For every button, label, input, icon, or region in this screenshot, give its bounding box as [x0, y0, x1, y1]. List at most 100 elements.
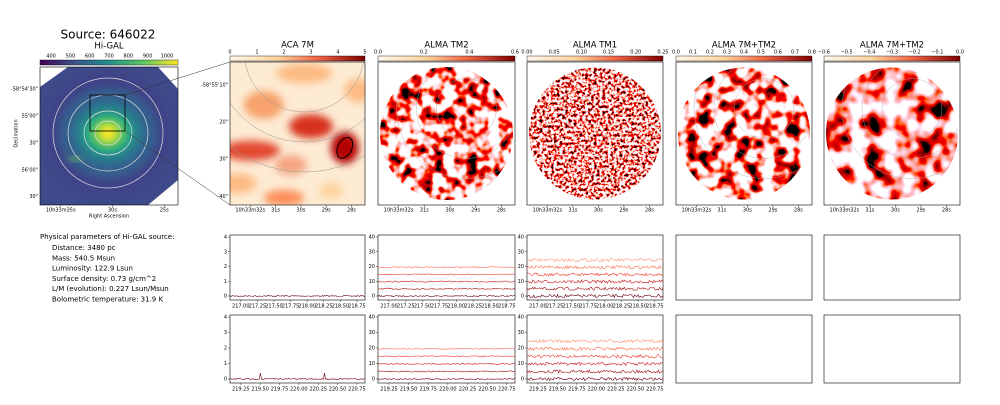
spectrum-frame	[675, 314, 813, 384]
contour	[841, 67, 958, 179]
x-tick-label: 28s	[645, 208, 654, 214]
colorbar-tick-label: 2	[282, 50, 285, 56]
x-tick-label: 10h33m32s	[830, 208, 860, 214]
x-tick-label: 218.50	[332, 304, 350, 310]
colorbar-tick-label: 800	[124, 54, 134, 60]
spectrum-trace	[526, 338, 664, 344]
contour	[713, 67, 810, 159]
x-tick-label: 217.50	[265, 304, 283, 310]
y-tick-label: 30	[518, 249, 524, 255]
colorbar-tick-label: 0.4	[465, 50, 473, 56]
map-image	[230, 62, 365, 205]
x-tick-label: 220.25	[607, 387, 625, 393]
emission	[276, 63, 333, 84]
spectrum-trace	[377, 294, 516, 297]
map-frame	[39, 66, 179, 206]
spectrum-trace	[526, 279, 664, 284]
noise	[529, 67, 661, 200]
contour	[336, 136, 354, 159]
y-tick-label: 30"	[29, 194, 38, 200]
x-tick-label: 31s	[271, 208, 280, 214]
x-tick-label: 30s	[594, 208, 603, 214]
spectrum-trace	[526, 369, 664, 374]
noise	[380, 67, 513, 200]
colorbar-tick-label: 0.0	[672, 50, 680, 56]
spectrum-frame	[823, 234, 961, 301]
colorbar-tick-label: 4	[336, 50, 339, 56]
y-tick-label: 1	[224, 279, 227, 285]
x-tick-label: 220.00	[439, 387, 457, 393]
x-tick-label: 220.00	[290, 387, 308, 393]
map-image	[40, 67, 178, 205]
y-tick-label: 0	[372, 377, 375, 383]
colorbar-tick-label: 0.7	[791, 50, 799, 56]
y-tick-label: 10	[369, 361, 375, 367]
spectrum-frame	[377, 314, 516, 384]
emission	[99, 125, 117, 141]
colorbar-tick-label: 1	[255, 50, 258, 56]
colorbar-tick-label: 3	[309, 50, 312, 56]
x-tick-label: 10h33m32s	[235, 208, 265, 214]
x-axis-label: Right Ascension	[89, 214, 129, 220]
spectrum-trace	[377, 273, 515, 276]
spectrum-frame	[675, 234, 813, 301]
contour	[584, 78, 646, 139]
map-frame	[526, 61, 664, 206]
spectrum-trace	[526, 257, 664, 263]
contour	[396, 67, 513, 179]
spectrum-trace	[526, 353, 664, 359]
x-tick-label: 28s	[497, 208, 506, 214]
x-tick-label: 30s	[108, 208, 117, 214]
spectrum-trace	[377, 355, 516, 358]
x-tick-label: 219.25	[529, 387, 547, 393]
x-tick-label: 219.25	[232, 387, 250, 393]
spectrum-trace	[526, 264, 664, 270]
y-tick-label: 20"	[219, 120, 228, 126]
colorbar-tick-label: 0.0	[956, 50, 964, 56]
y-tick-label: 40	[518, 315, 524, 321]
y-tick-label: 10	[369, 279, 375, 285]
map-frame	[675, 61, 813, 206]
colorbar-tick-label: 700	[104, 54, 114, 60]
x-tick-label: 28s	[942, 208, 951, 214]
y-tick-label: 10	[518, 279, 524, 285]
params-line: L/M (evolution): 0.227 Lsun/Msun	[52, 285, 169, 293]
colorbar-tick-label: 0.15	[603, 50, 614, 56]
colorbar-tick-label: 0.2	[420, 50, 428, 56]
colorbar-tick-label: 0.05	[549, 50, 560, 56]
colorbar-tick-label: 0.20	[630, 50, 641, 56]
x-tick-label: 219.75	[568, 387, 586, 393]
spectrum-trace	[526, 286, 664, 291]
noise	[678, 67, 810, 200]
x-tick-label: 29s	[768, 208, 777, 214]
x-tick-label: 218.75	[498, 304, 516, 310]
x-tick-label: 218.25	[464, 304, 482, 310]
spectrum-trace	[526, 272, 664, 277]
colorbar-tick-label: −0.2	[909, 50, 921, 56]
emission	[230, 140, 281, 161]
spectrum-frame	[229, 314, 366, 384]
y-tick-label: 20	[369, 264, 375, 270]
map-frame	[823, 61, 961, 206]
colorbar-tick-label: 0.10	[576, 50, 587, 56]
colorbar-tick-label: 0.3	[723, 50, 731, 56]
x-tick-label: 30s	[891, 208, 900, 214]
x-tick-label: 219.75	[419, 387, 437, 393]
colorbar	[377, 55, 516, 62]
x-tick-label: 218.75	[646, 304, 664, 310]
spectrum-frame	[823, 314, 961, 384]
zoom-line	[124, 61, 231, 96]
contour	[436, 78, 497, 139]
colorbar-tick-label: 0.2	[706, 50, 714, 56]
contour	[94, 120, 122, 146]
x-tick-label: 219.25	[380, 387, 398, 393]
y-tick-label: 0	[224, 294, 227, 300]
colorbar	[526, 55, 664, 62]
contour	[693, 67, 810, 179]
params-line: Luminosity: 122.9 Lsun	[52, 265, 133, 273]
y-axis-label: Declination	[14, 119, 20, 147]
contour	[52, 77, 164, 189]
colorbar-tick-label: −0.6	[818, 50, 830, 56]
x-tick-label: 217.00	[529, 304, 547, 310]
